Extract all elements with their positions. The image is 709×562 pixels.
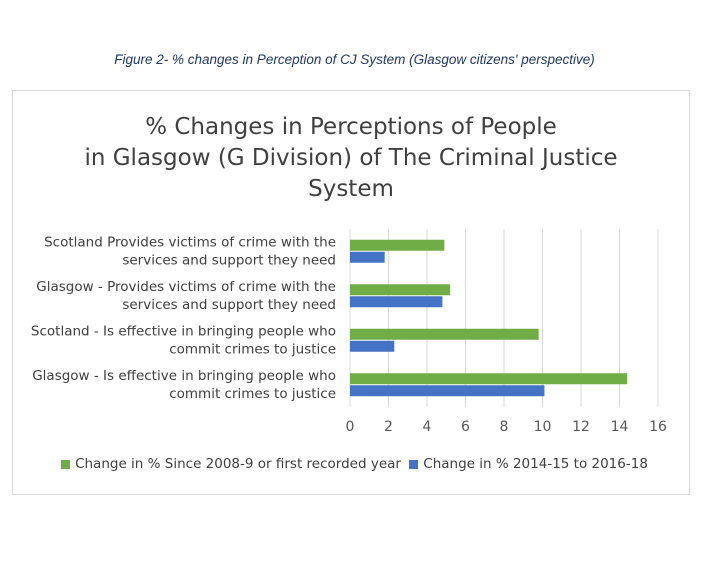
category-label-2-line-1: Glasgow - Provides victims of crime with… [36,279,336,295]
legend-item-series-2: Change in % 2014-15 to 2016-18 [409,456,648,472]
chart-title-line-1: % Changes in Perceptions of People [145,114,557,140]
category-label-2-line-2: services and support they need [122,297,336,313]
category-label-3-line-1: Scotland - Is effective in bringing peop… [31,323,336,339]
legend-swatch-series-2 [409,459,419,469]
category-label-4-line-1: Glasgow - Is effective in bringing peopl… [32,368,336,384]
bar-series-2-2 [350,296,443,308]
legend-label-series-2: Change in % 2014-15 to 2016-18 [423,456,648,472]
x-tick-label-4: 4 [423,419,432,435]
category-label-4-line-2: commit crimes to justice [169,386,336,402]
chart-title-line-2: in Glasgow (G Division) of The Criminal … [84,145,618,171]
x-tick-label-16: 16 [649,419,667,435]
bar-series-1-4 [350,373,628,385]
chart-title: % Changes in Perceptions of People in Gl… [12,112,690,205]
x-tick-label-2: 2 [384,419,393,435]
category-label-1-line-2: services and support they need [122,252,336,268]
x-tick-label-14: 14 [611,419,629,435]
category-label-3-line-2: commit crimes to justice [169,341,336,357]
bar-series-2-1 [350,251,385,263]
bar-series-2-3 [350,340,395,352]
x-tick-label-0: 0 [346,419,355,435]
legend-swatch-series-1 [61,459,71,469]
x-tick-label-12: 12 [572,419,590,435]
legend-item-series-1: Change in % Since 2008-9 or first record… [61,456,401,472]
x-tick-label-8: 8 [500,419,509,435]
chart-title-line-3: System [308,176,394,202]
bar-series-2-4 [350,385,545,397]
bar-series-1-3 [350,328,539,340]
legend-label-series-1: Change in % Since 2008-9 or first record… [75,456,401,472]
chart-legend: Change in % Since 2008-9 or first record… [0,456,709,473]
category-label-1-line-1: Scotland Provides victims of crime with … [44,234,336,250]
x-tick-label-6: 6 [461,419,470,435]
bar-series-1-1 [350,239,445,251]
bar-series-1-2 [350,284,451,296]
x-tick-label-10: 10 [534,419,552,435]
figure-caption: Figure 2- % changes in Perception of CJ … [114,52,595,67]
